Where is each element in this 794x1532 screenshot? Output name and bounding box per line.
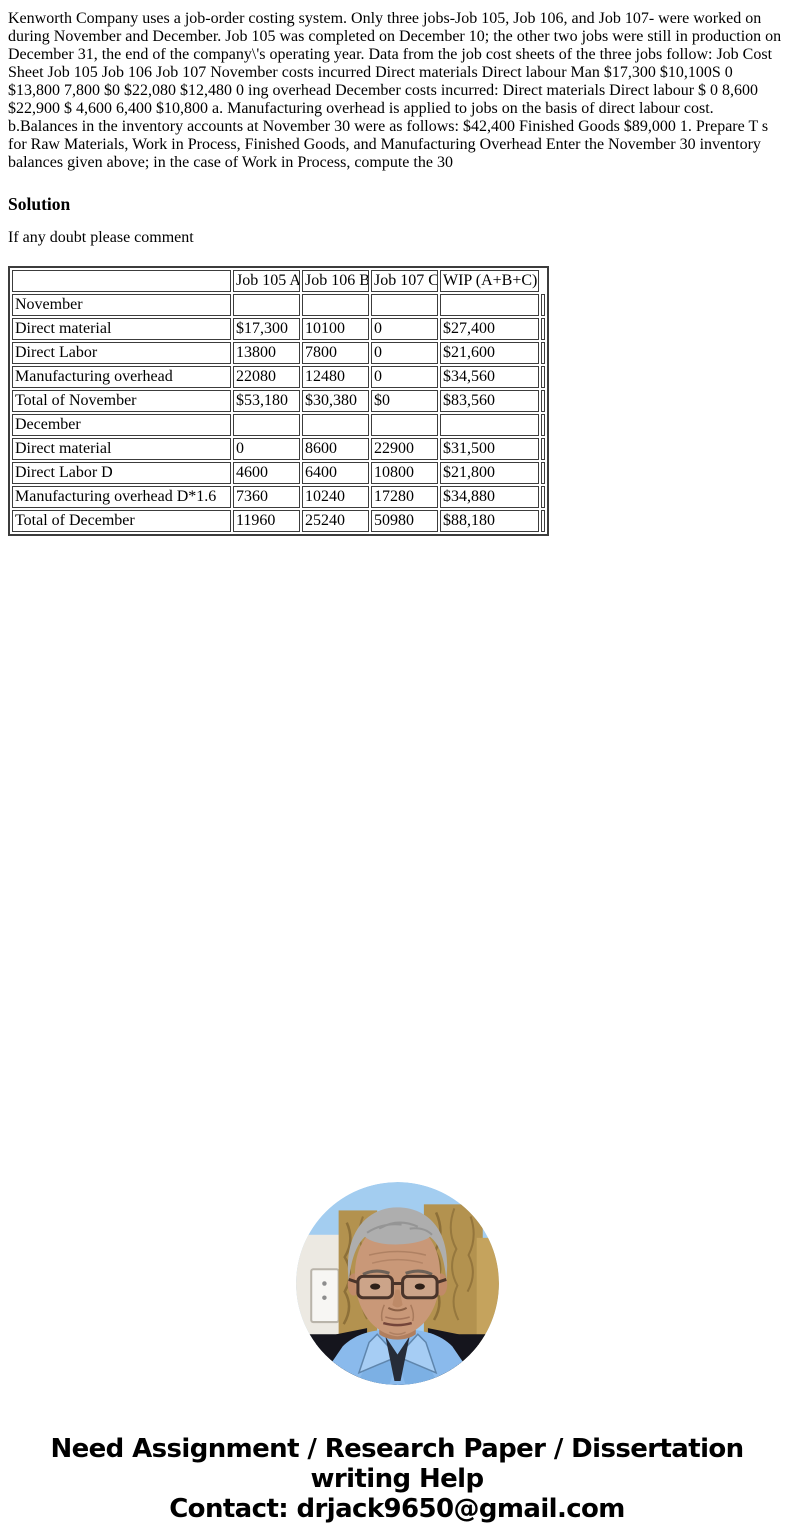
table-row: Direct material 0 8600 22900 $31,500	[12, 438, 545, 460]
column-header: WIP (A+B+C)	[440, 270, 539, 292]
value-cell: $34,880	[440, 486, 539, 508]
row-label: Direct Labor D	[12, 462, 231, 484]
value-cell: 25240	[302, 510, 369, 532]
value-cell: 50980	[371, 510, 438, 532]
row-label: Total of November	[12, 390, 231, 412]
value-cell: 17280	[371, 486, 438, 508]
value-cell: $21,600	[440, 342, 539, 364]
column-header: Job 105 A	[233, 270, 300, 292]
value-cell: 8600	[302, 438, 369, 460]
table-row: Direct Labor D 4600 6400 10800 $21,800	[12, 462, 545, 484]
value-cell: 0	[371, 366, 438, 388]
value-cell	[233, 414, 300, 436]
value-cell: 10800	[371, 462, 438, 484]
value-cell	[302, 414, 369, 436]
value-cell: 0	[371, 318, 438, 340]
spacer-cell	[541, 414, 545, 436]
row-label: December	[12, 414, 231, 436]
spacer-cell	[541, 510, 545, 532]
value-cell	[302, 294, 369, 316]
value-cell: 22900	[371, 438, 438, 460]
value-cell: 12480	[302, 366, 369, 388]
value-cell	[440, 294, 539, 316]
problem-statement: Kenworth Company uses a job-order costin…	[8, 10, 782, 171]
value-cell: $34,560	[440, 366, 539, 388]
value-cell: 0	[233, 438, 300, 460]
value-cell: 7360	[233, 486, 300, 508]
spacer-cell	[541, 294, 545, 316]
value-cell: 11960	[233, 510, 300, 532]
value-cell	[440, 414, 539, 436]
table-header-row: Job 105 A Job 106 B Job 107 C WIP (A+B+C)	[12, 270, 545, 292]
solution-table-body: Job 105 A Job 106 B Job 107 C WIP (A+B+C) No…	[12, 270, 545, 532]
row-label: Manufacturing overhead D*1.6	[12, 486, 231, 508]
value-cell: 7800	[302, 342, 369, 364]
value-cell: 13800	[233, 342, 300, 364]
table-row: Manufacturing overhead 22080 12480 0 $34,560	[12, 366, 545, 388]
spacer-cell	[541, 366, 545, 388]
value-cell: $31,500	[440, 438, 539, 460]
value-cell: $83,560	[440, 390, 539, 412]
spacer-cell	[541, 390, 545, 412]
value-cell: 4600	[233, 462, 300, 484]
spacer-cell	[541, 438, 545, 460]
value-cell	[233, 294, 300, 316]
spacer-cell	[541, 486, 545, 508]
spacer-cell	[541, 318, 545, 340]
vertical-spacer	[8, 536, 786, 1182]
value-cell: $88,180	[440, 510, 539, 532]
tutor-photo-illustration	[295, 1182, 499, 1385]
value-cell: $17,300	[233, 318, 300, 340]
column-header: Job 107 C	[371, 270, 438, 292]
row-label: Total of December	[12, 510, 231, 532]
footer-banner: Need Assignment / Research Paper / Disse…	[8, 1434, 786, 1524]
table-row: December	[12, 414, 545, 436]
row-label: Direct material	[12, 438, 231, 460]
value-cell: 22080	[233, 366, 300, 388]
solution-heading: Solution	[8, 194, 71, 214]
spacer-cell	[541, 462, 545, 484]
solution-table: Job 105 A Job 106 B Job 107 C WIP (A+B+C) No…	[8, 266, 549, 536]
column-header: Job 106 B	[302, 270, 369, 292]
value-cell	[371, 294, 438, 316]
row-label: Direct Labor	[12, 342, 231, 364]
table-row: November	[12, 294, 545, 316]
table-row: Total of November $53,180 $30,380 $0 $83,560	[12, 390, 545, 412]
footer-line: Need Assignment / Research Paper / Disse…	[50, 1434, 744, 1464]
value-cell: $30,380	[302, 390, 369, 412]
footer-line: Contact: drjack9650@gmail.com	[169, 1494, 625, 1524]
comment-note: If any doubt please comment	[8, 229, 194, 246]
row-label: November	[12, 294, 231, 316]
table-row: Manufacturing overhead D*1.6 7360 10240 172…	[12, 486, 545, 508]
value-cell: 10240	[302, 486, 369, 508]
value-cell: $0	[371, 390, 438, 412]
footer-line: writing Help	[310, 1464, 485, 1494]
value-cell: 6400	[302, 462, 369, 484]
table-row: Total of December 11960 25240 50980 $88,180	[12, 510, 545, 532]
value-cell	[371, 414, 438, 436]
table-row: Direct material $17,300 10100 0 $27,400	[12, 318, 545, 340]
value-cell: 10100	[302, 318, 369, 340]
tutor-photo	[295, 1182, 499, 1385]
row-label: Direct material	[12, 318, 231, 340]
value-cell: $27,400	[440, 318, 539, 340]
value-cell: 0	[371, 342, 438, 364]
column-header	[12, 270, 231, 292]
value-cell: $53,180	[233, 390, 300, 412]
row-label: Manufacturing overhead	[12, 366, 231, 388]
spacer-cell	[541, 342, 545, 364]
value-cell: $21,800	[440, 462, 539, 484]
table-row: Direct Labor 13800 7800 0 $21,600	[12, 342, 545, 364]
